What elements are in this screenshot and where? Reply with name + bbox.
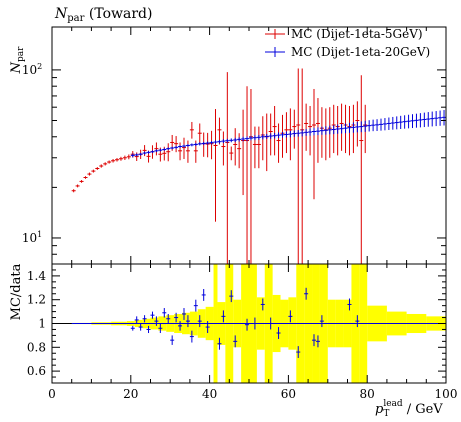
- main-panel: 101 102: [22, 26, 447, 265]
- x-tick-label: 60: [281, 387, 296, 401]
- x-tick-label: 40: [202, 387, 217, 401]
- ratio-y-tick-label: 1.4: [27, 269, 46, 283]
- legend-label-series-1: MC (Dijet-1eta-5GeV): [291, 27, 423, 41]
- y-tick-label: 102: [22, 62, 42, 77]
- ratio-y-tick-label: 0.6: [27, 364, 46, 378]
- x-tick-label: 100: [435, 387, 458, 401]
- ratio-y-tick-label: 0.8: [27, 340, 46, 354]
- x-tick-label: 80: [360, 387, 375, 401]
- x-tick-label: 20: [123, 387, 138, 401]
- ratio-y-tick-label: 1.2: [27, 293, 46, 307]
- legend-label-series-2: MC (Dijet-1eta-20GeV): [291, 45, 430, 59]
- chart-title: Npar (Toward): [54, 6, 152, 24]
- y-axis-label: Npar: [9, 46, 26, 75]
- x-tick-label: 0: [48, 387, 56, 401]
- legend: MC (Dijet-1eta-5GeV) MC (Dijet-1eta-20Ge…: [265, 27, 430, 59]
- x-axis-label: pTlead / GeV: [375, 399, 443, 419]
- y-tick-label: 101: [22, 230, 42, 245]
- main-panel-frame: [51, 26, 447, 265]
- ratio-panel: 0 20 40 60 80 100 0.6 0.8 1 1.2 1.4: [27, 263, 458, 401]
- ratio-y-axis-label: MC/data: [9, 263, 24, 320]
- ratio-y-tick-label: 1: [38, 317, 46, 331]
